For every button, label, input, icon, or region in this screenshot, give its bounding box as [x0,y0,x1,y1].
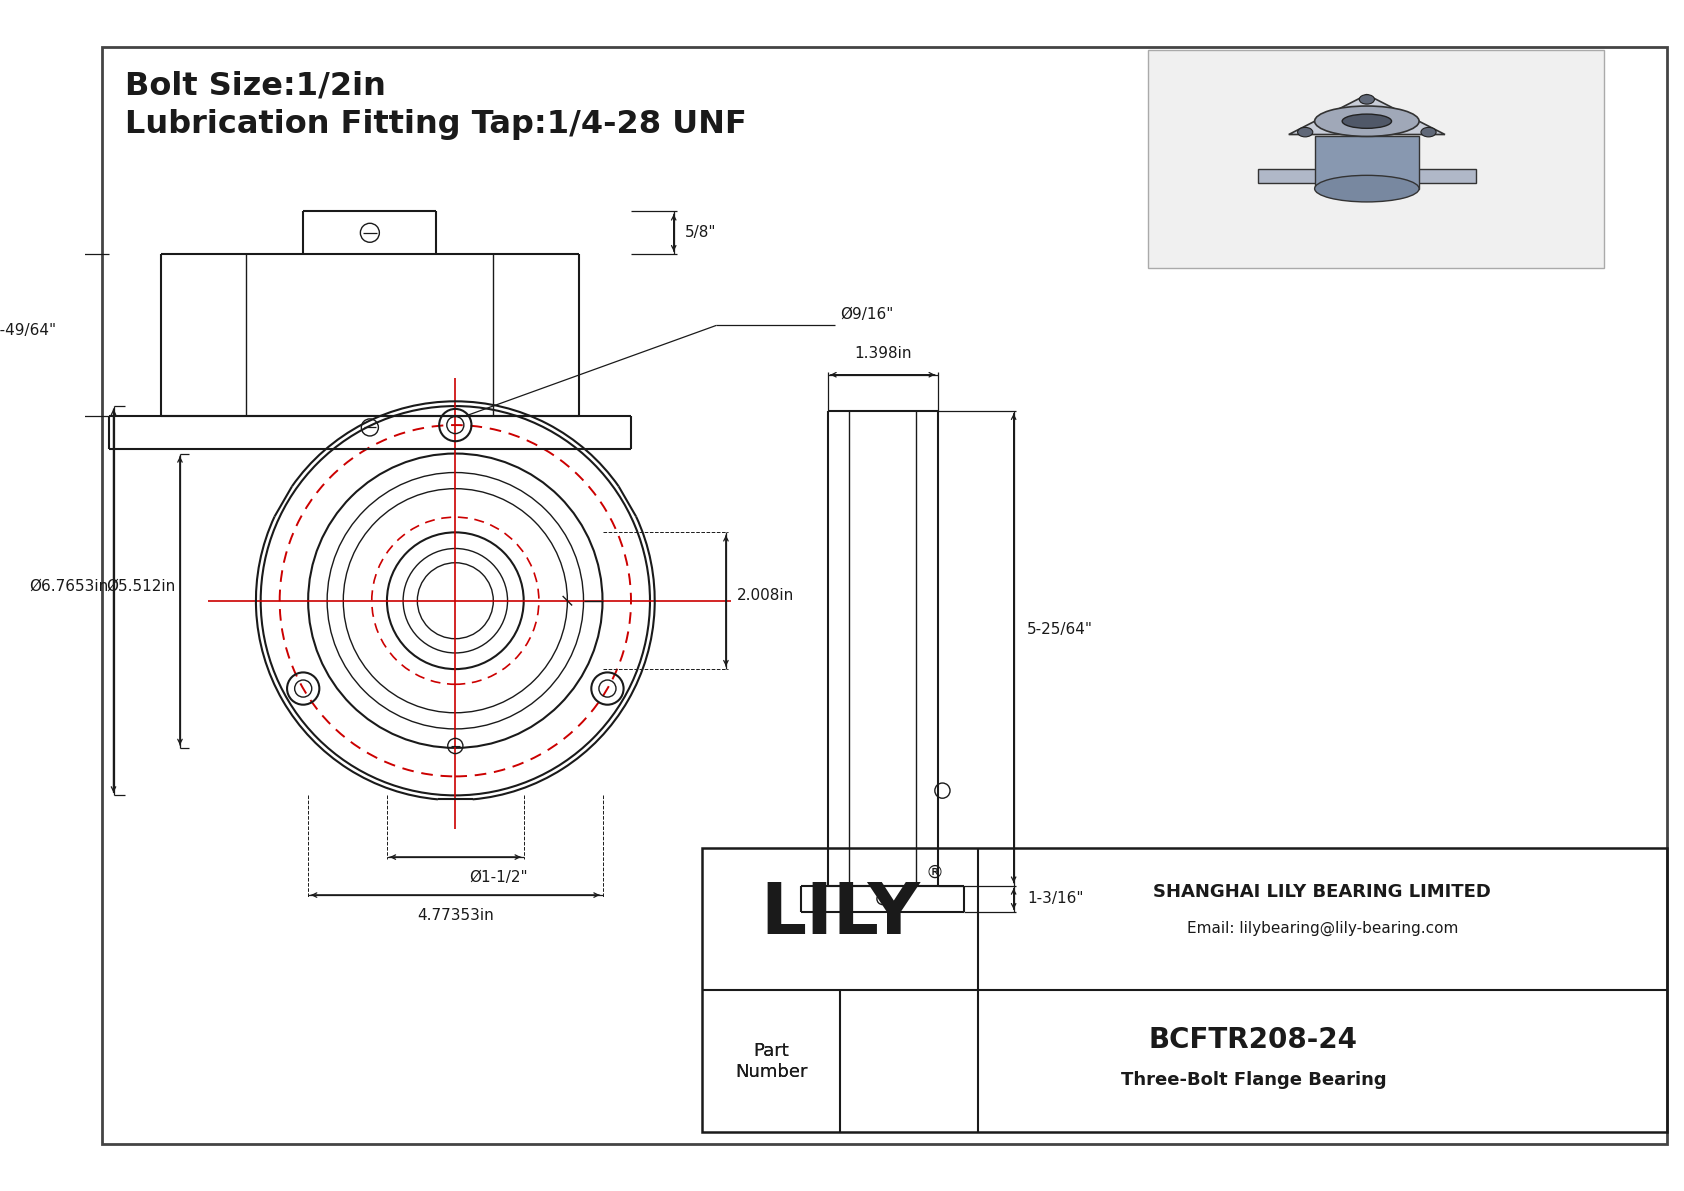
Polygon shape [1315,137,1420,188]
Text: 2.008in: 2.008in [738,588,795,604]
Ellipse shape [1315,106,1420,137]
Bar [702,848,1667,1133]
Polygon shape [1258,169,1477,183]
Text: Lubrication Fitting Tap:1/4-28 UNF: Lubrication Fitting Tap:1/4-28 UNF [125,108,746,139]
Text: 1.398in: 1.398in [854,347,911,361]
Text: SHANGHAI LILY BEARING LIMITED: SHANGHAI LILY BEARING LIMITED [1154,884,1490,902]
Ellipse shape [1421,127,1436,137]
Text: Ø1-1/2": Ø1-1/2" [470,871,529,885]
Text: 1-49/64": 1-49/64" [0,323,57,337]
Ellipse shape [1315,175,1420,202]
Ellipse shape [1342,114,1391,129]
Text: Three-Bolt Flange Bearing: Three-Bolt Flange Bearing [1120,1071,1386,1090]
Text: ®: ® [926,865,943,883]
Text: Part
Number: Part Number [734,1042,807,1080]
Text: Ø6.7653in: Ø6.7653in [30,579,109,594]
Text: 4.77353in: 4.77353in [418,909,493,923]
Text: Part
Number: Part Number [734,1042,807,1080]
Text: Email: lilybearing@lily-bearing.com: Email: lilybearing@lily-bearing.com [1187,921,1458,936]
Text: 5-25/64": 5-25/64" [1027,622,1093,637]
Ellipse shape [1359,94,1374,104]
Text: 5/8": 5/8" [685,225,717,241]
Ellipse shape [1298,127,1314,137]
Text: Bolt Size:1/2in: Bolt Size:1/2in [125,71,386,102]
Text: 1-3/16": 1-3/16" [1027,891,1083,906]
Polygon shape [1288,94,1445,135]
Text: LILY: LILY [759,880,919,948]
Text: BCFTR208-24: BCFTR208-24 [1148,1027,1357,1054]
Text: Ø5.512in: Ø5.512in [106,579,175,594]
Text: Ø9/16": Ø9/16" [840,306,893,322]
Bar [1148,50,1605,268]
